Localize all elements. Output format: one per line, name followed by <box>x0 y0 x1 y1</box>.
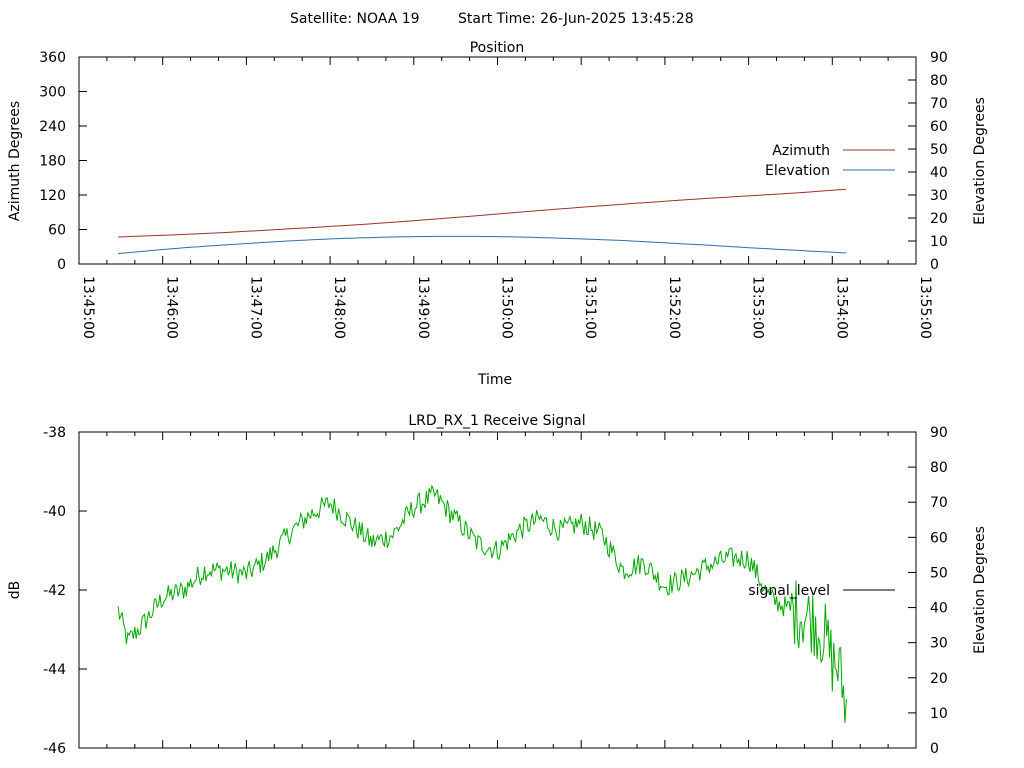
x-tick-label: 13:47:00 <box>247 276 263 339</box>
y2-tick-label: 70 <box>930 96 948 112</box>
signal-legend: signal_level <box>748 583 895 599</box>
x-tick-label: 13:50:00 <box>499 276 515 339</box>
y2-tick-label: 90 <box>930 425 948 441</box>
y2-tick-label: 40 <box>930 601 948 617</box>
y-tick-label: -42 <box>43 583 66 599</box>
x-tick-label: 13:52:00 <box>666 276 682 339</box>
azimuth-axis-label: Azimuth Degrees <box>7 101 23 221</box>
y2-tick-label: 40 <box>930 165 948 181</box>
y2-tick-label: 20 <box>930 211 948 227</box>
y2-tick-label: 80 <box>930 73 948 89</box>
y2-tick-label: 0 <box>930 257 939 273</box>
x-tick-label: 13:55:00 <box>917 276 933 339</box>
y-tick-label: -46 <box>43 741 66 757</box>
elevation-line <box>118 235 847 255</box>
x-tick-label: 13:48:00 <box>331 276 347 339</box>
y2-tick-label: 90 <box>930 50 948 66</box>
y2-tick-label: 60 <box>930 119 948 135</box>
y2-tick-label: 30 <box>930 188 948 204</box>
legend-signal-label: signal_level <box>748 583 830 599</box>
elevation-axis-label: Elevation Degrees <box>972 97 988 225</box>
position-x-axis-label: Time <box>477 372 512 388</box>
y-tick-label: 300 <box>39 85 66 101</box>
x-tick-label: 13:49:00 <box>415 276 431 339</box>
position-plot-frame <box>78 56 917 265</box>
start-time-label: Start Time: 26-Jun-2025 13:45:28 <box>458 11 694 27</box>
legend-elevation-label: Elevation <box>765 163 830 179</box>
y2-tick-label: 20 <box>930 671 948 687</box>
y-tick-label: 120 <box>39 188 66 204</box>
y-tick-label: -38 <box>43 425 66 441</box>
y-tick-label: 240 <box>39 119 66 135</box>
x-tick-label: 13:45:00 <box>80 276 96 339</box>
signal-chart: LRD_RX_1 Receive Signal -46-44-42-40-38 … <box>7 413 988 757</box>
y2-tick-label: 70 <box>930 495 948 511</box>
signal-level-line <box>117 484 847 724</box>
y-tick-label: 360 <box>39 50 66 66</box>
x-tick-label: 13:53:00 <box>750 276 766 339</box>
position-chart: Position 0 60 120 180 240 300 360 0 10 20 30 40 50 6… <box>7 40 988 388</box>
signal-elevation-axis-label: Elevation Degrees <box>972 526 988 654</box>
azimuth-line <box>118 188 847 238</box>
position-legend: Azimuth Elevation <box>765 143 895 179</box>
x-tick-label: 13:54:00 <box>833 276 849 339</box>
y2-tick-label: 10 <box>930 706 948 722</box>
legend-azimuth-label: Azimuth <box>772 143 830 159</box>
y2-tick-label: 10 <box>930 234 948 250</box>
y-tick-label: -44 <box>43 662 66 678</box>
y-tick-label: -40 <box>43 504 66 520</box>
y-tick-label: 180 <box>39 154 66 170</box>
y2-tick-label: 0 <box>930 741 939 757</box>
db-axis-label: dB <box>7 581 23 600</box>
position-chart-title: Position <box>470 40 525 56</box>
signal-chart-title: LRD_RX_1 Receive Signal <box>408 413 585 429</box>
y2-tick-label: 50 <box>930 142 948 158</box>
y2-tick-label: 50 <box>930 565 948 581</box>
y-tick-label: 0 <box>57 257 66 273</box>
x-tick-label: 13:51:00 <box>582 276 598 339</box>
satellite-label: Satellite: NOAA 19 <box>290 11 420 27</box>
y2-tick-label: 30 <box>930 636 948 652</box>
y-tick-label: 60 <box>48 223 66 239</box>
y2-tick-label: 60 <box>930 530 948 546</box>
x-tick-label: 13:46:00 <box>164 276 180 339</box>
y2-tick-label: 80 <box>930 460 948 476</box>
